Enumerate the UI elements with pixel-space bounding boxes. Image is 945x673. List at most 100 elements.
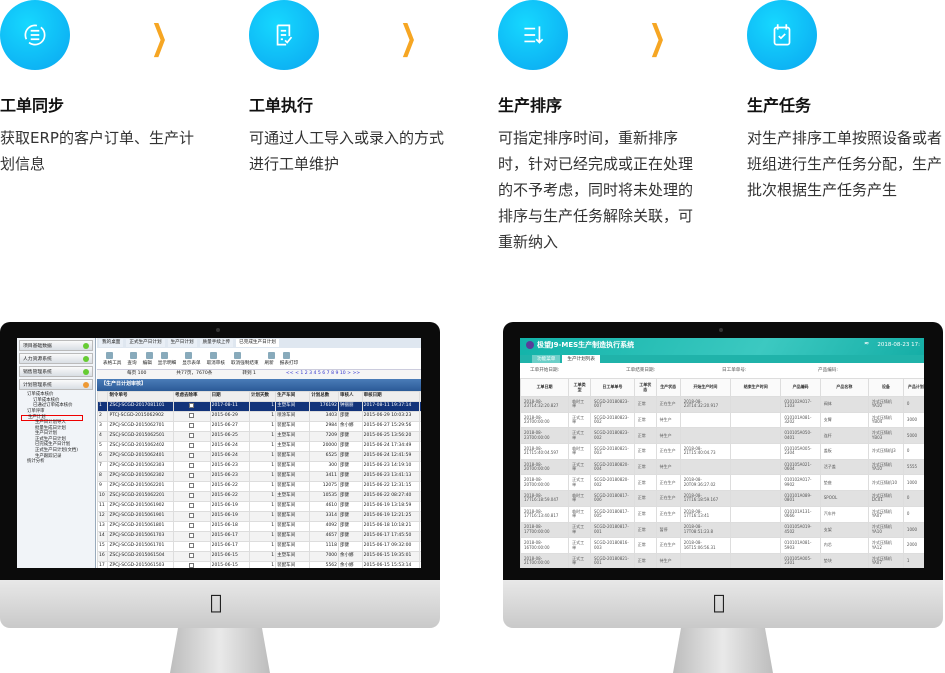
table-row[interactable]: 11 ZPCJ-SCGD-2015061902 2015-06-19 1 装配车间 461… bbox=[96, 501, 421, 512]
table-row[interactable]: 2018-08-20T00:00:00 正式工单 SCGD-20180820-004… bbox=[520, 458, 924, 476]
sidebar-item[interactable]: 计划管理系统 bbox=[19, 379, 93, 390]
table-row[interactable]: 5 ZSCJ-SCGD-2015062402 2015-06-24 1 主塑车间 2000… bbox=[96, 441, 421, 452]
tree-item[interactable]: 统计分析 bbox=[27, 459, 45, 465]
toolbar-button[interactable]: 显示表单 bbox=[182, 351, 201, 366]
tree-item[interactable]: 正式生产日计划(文档) bbox=[35, 447, 78, 453]
checkbox[interactable] bbox=[189, 452, 195, 458]
tab[interactable]: 生产日计划 bbox=[167, 339, 197, 347]
table-row[interactable]: 1 ZSCJ-SCGD-2017081101 2017-08-11 1 主塑车间 1761… bbox=[96, 401, 421, 412]
toolbar-button[interactable]: 报表打印 bbox=[280, 351, 298, 366]
column-header[interactable]: 产品编码 bbox=[780, 378, 821, 397]
checkbox[interactable] bbox=[189, 412, 195, 418]
table-row[interactable]: 2018-08-23T14:32:20.827 临时工单 SCGD-20180823… bbox=[520, 396, 924, 413]
table-row[interactable]: 7 ZPCJ-SCGD-2015062303 2015-06-23 1 装配车间 300 邵… bbox=[96, 461, 421, 472]
toolbar-button[interactable]: 刷新 bbox=[265, 351, 275, 366]
toolbar-button[interactable]: 显示明细 bbox=[158, 351, 176, 366]
checkbox[interactable] bbox=[189, 472, 195, 478]
column-header[interactable]: 审核日期 bbox=[361, 391, 421, 402]
toolbar-button[interactable]: 取消强制结束 bbox=[231, 351, 259, 366]
tab[interactable]: 功能菜单 bbox=[532, 355, 561, 363]
column-header[interactable]: 日期 bbox=[209, 391, 250, 402]
table-row[interactable]: 4 ZSCJ-SCGD-2015062501 2015-06-25 1 主塑车间 7209… bbox=[96, 431, 421, 442]
column-header[interactable]: 产品计划数量 bbox=[902, 378, 924, 397]
table-row[interactable]: 15 ZPCJ-SCGD-2015061701 2015-06-17 1 装配车间 111… bbox=[96, 541, 421, 552]
table-row[interactable]: 8 ZPCJ-SCGD-2015062302 2015-06-23 1 装配车间 3411… bbox=[96, 471, 421, 482]
column-header[interactable]: 生产车间 bbox=[275, 391, 311, 402]
table-row[interactable]: 12 ZPCJ-SCGD-2015061901 2015-06-19 1 装配车间 331… bbox=[96, 511, 421, 522]
column-header[interactable]: 生产状态 bbox=[655, 378, 681, 397]
column-header[interactable]: 打印次数 bbox=[419, 391, 421, 402]
toolbar-button[interactable]: 表格工具 bbox=[103, 351, 121, 366]
tree-item[interactable]: 生产计划 bbox=[21, 415, 83, 421]
table-row[interactable]: 10 ZSCJ-SCGD-2015062201 2015-06-22 1 主塑车间 105… bbox=[96, 491, 421, 502]
toolbar-button[interactable]: 查询 bbox=[127, 351, 138, 366]
checkbox[interactable] bbox=[189, 462, 195, 468]
page-links[interactable]: << < 1 2 3 4 5 6 7 8 9 10 > >> bbox=[285, 371, 361, 376]
table-row[interactable]: 2018-08-23T00:00:00 正式工单 SCGD-20180823-002… bbox=[520, 427, 924, 445]
column-header[interactable]: 工单日期 bbox=[520, 378, 570, 397]
checkbox[interactable] bbox=[189, 552, 195, 558]
table-row[interactable]: 2 PTCJ-SCGD-2015062902 2015-06-29 1 喷涂车间 3403… bbox=[96, 411, 421, 422]
tree-item[interactable]: 订单评审 bbox=[27, 408, 45, 414]
column-header[interactable]: 日工单单号 bbox=[590, 378, 635, 397]
column-header[interactable]: 结束生产时间 bbox=[730, 378, 782, 397]
checkbox[interactable] bbox=[189, 432, 195, 438]
column-header[interactable] bbox=[96, 391, 109, 402]
table-row[interactable]: 2018-08-23T00:00:00 正式工单 SCGD-20180823-002… bbox=[520, 411, 924, 429]
table-row[interactable]: 2018-08-17T16:18:59.047 临时工单 SCGD-20180817… bbox=[520, 490, 924, 507]
tree-item[interactable]: 已通过订单成本核价 bbox=[33, 403, 73, 409]
tree-item[interactable]: 正式生产日计划 bbox=[35, 436, 66, 442]
column-header[interactable]: 开始生产时间 bbox=[679, 378, 732, 397]
checkbox[interactable] bbox=[189, 512, 195, 518]
table-row[interactable]: 2018-08-17T00:00:00 正式工单 SCGD-20180817-001… bbox=[520, 521, 924, 539]
page-size[interactable]: 每页 100 bbox=[127, 371, 147, 376]
checkbox[interactable] bbox=[189, 532, 195, 538]
checkbox[interactable] bbox=[189, 482, 195, 488]
sidebar-item[interactable]: 销售管理系统 bbox=[19, 366, 93, 377]
tree-item[interactable]: 生产日计划 bbox=[35, 431, 57, 437]
table-row[interactable]: 14 ZPCJ-SCGD-2015061703 2015-06-17 1 装配车间 465… bbox=[96, 531, 421, 542]
column-header[interactable]: 计划天数 bbox=[248, 391, 277, 402]
table-row[interactable]: 2018-08-21T15:40:04.597 临时工单 SCGD-20180821… bbox=[520, 443, 924, 460]
checkbox[interactable] bbox=[189, 522, 195, 528]
checkbox[interactable] bbox=[189, 502, 195, 508]
tree-item[interactable]: 批量生成日计划 bbox=[35, 425, 66, 431]
column-header[interactable]: 考虑去除率 bbox=[172, 391, 211, 402]
tab[interactable]: 我的桌面 bbox=[99, 339, 124, 347]
table-row[interactable]: 2018-08-21T00:00:00 正式工单 SCGD-20180821-001… bbox=[520, 552, 924, 568]
goto-page[interactable]: 转到 1 bbox=[242, 371, 256, 376]
filter-field[interactable]: 产品编码: bbox=[818, 368, 838, 373]
table-row[interactable]: 3 ZPCJ-SCGD-2015062701 2015-06-27 1 装配车间 2984… bbox=[96, 421, 421, 432]
checkbox[interactable] bbox=[189, 422, 195, 428]
checkbox[interactable] bbox=[189, 442, 195, 448]
tree-item[interactable]: 生产日计划导入 bbox=[35, 419, 66, 425]
table-row[interactable]: 16 ZSCJ-SCGD-2015061504 2015-06-15 1 主塑车间 700… bbox=[96, 551, 421, 562]
table-row[interactable]: 2018-08-16T00:00:00 正式工单 SCGD-20180816-003… bbox=[520, 537, 924, 554]
filter-field[interactable]: 工单结束日期: bbox=[626, 368, 656, 373]
tree-item[interactable]: 订单成本核价 bbox=[27, 392, 54, 397]
table-row[interactable]: 13 ZPCJ-SCGD-2015061801 2015-06-18 1 装配车间 409… bbox=[96, 521, 421, 532]
tree-item[interactable]: 订单成本核价 bbox=[33, 397, 60, 403]
filter-field[interactable]: 日工单单号: bbox=[722, 368, 747, 373]
table-row[interactable]: 2018-08-20T00:00:00 正式工单 SCGD-20180820-002… bbox=[520, 474, 924, 492]
table-row[interactable]: 6 ZPCJ-SCGD-2015062401 2015-06-24 1 装配车间 6525… bbox=[96, 451, 421, 462]
tab[interactable]: 质量手续上传 bbox=[199, 339, 234, 347]
tab[interactable]: 正式生产日计划 bbox=[126, 339, 165, 347]
sidebar-item[interactable]: 人力资源系统 bbox=[19, 353, 93, 364]
toolbar-button[interactable]: 取消审核 bbox=[207, 351, 225, 366]
filter-field[interactable]: 工单开始日期: bbox=[530, 368, 560, 373]
column-header[interactable]: 计划总数 bbox=[309, 391, 340, 402]
checkbox[interactable] bbox=[189, 402, 195, 408]
tree-item[interactable]: 已完成生产日计划 bbox=[35, 442, 71, 448]
table-row[interactable]: 17 ZPCJ-SCGD-2015061503 2015-06-15 1 装配车间 556… bbox=[96, 561, 421, 568]
sidebar-item[interactable]: 项目基础数据 bbox=[19, 340, 93, 351]
column-header[interactable]: 产品名称 bbox=[819, 378, 869, 397]
column-header[interactable]: 制令单号 bbox=[107, 391, 174, 402]
checkbox[interactable] bbox=[189, 492, 195, 498]
column-header[interactable]: 审核人 bbox=[338, 391, 363, 402]
tree-item[interactable]: 生产跟踪记录 bbox=[35, 453, 62, 459]
checkbox[interactable] bbox=[189, 562, 195, 568]
toolbar-button[interactable]: 编辑 bbox=[143, 351, 153, 366]
table-row[interactable]: 2018-08-17T16:13:40.817 临时工单 SCGD-20180817… bbox=[520, 505, 924, 523]
tab[interactable]: 生产计划列表 bbox=[562, 355, 600, 363]
